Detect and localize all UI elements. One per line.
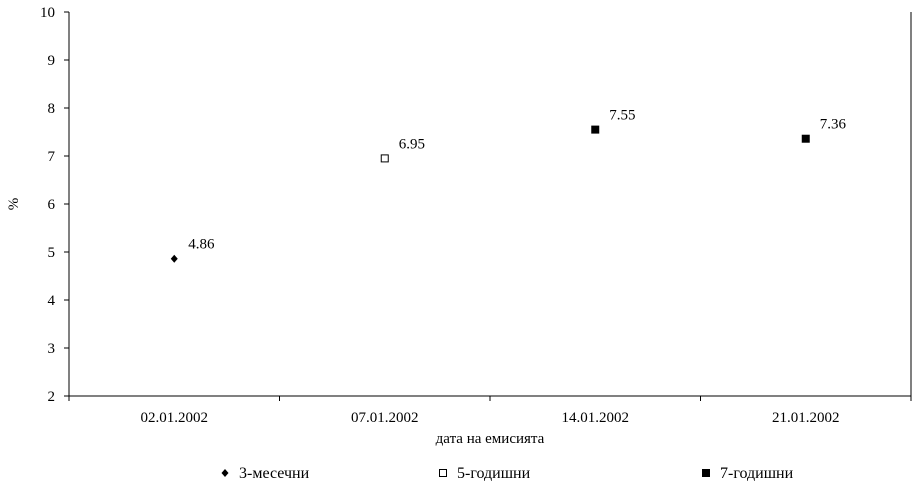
y-tick-label: 7 <box>48 149 56 165</box>
data-point <box>380 154 389 163</box>
data-label: 4.86 <box>188 237 215 253</box>
data-point <box>170 254 178 263</box>
legend-marker <box>702 469 710 477</box>
legend: 3-месечни 5-годишни 7-годишни <box>221 465 794 482</box>
legend-label: 7-годишни <box>720 465 794 482</box>
x-tick-label: 21.01.2002 <box>772 410 840 426</box>
legend-label: 5-годишни <box>457 465 531 482</box>
data-label: 7.36 <box>820 117 847 133</box>
data-point <box>591 125 600 134</box>
y-tick-label: 4 <box>48 293 56 309</box>
legend-label: 3-месечни <box>239 465 310 482</box>
plot-area <box>68 12 912 397</box>
y-ticks: 2 3 4 5 6 7 8 9 10 <box>40 5 69 405</box>
legend-marker <box>221 469 229 477</box>
y-tick-label: 10 <box>40 5 55 21</box>
x-tick-label: 14.01.2002 <box>562 410 630 426</box>
y-tick-label: 2 <box>48 389 56 405</box>
x-tick-label: 07.01.2002 <box>351 410 419 426</box>
x-ticks: 02.01.2002 07.01.2002 14.01.2002 21.01.2002 <box>68 396 912 426</box>
y-tick-label: 8 <box>48 101 56 117</box>
y-tick-label: 6 <box>48 197 56 213</box>
x-tick-label: 02.01.2002 <box>141 410 209 426</box>
data-point <box>801 134 810 143</box>
y-tick-label: 5 <box>48 245 56 261</box>
data-label: 7.55 <box>609 108 635 124</box>
y-tick-label: 3 <box>48 341 56 357</box>
data-points: 4.86 6.95 7.55 7.36 <box>170 108 847 263</box>
y-tick-label: 9 <box>48 53 56 69</box>
x-axis-title: дата на емисията <box>436 431 545 447</box>
y-axis-title: % <box>6 198 22 211</box>
legend-marker <box>439 469 447 477</box>
data-label: 6.95 <box>399 136 425 152</box>
